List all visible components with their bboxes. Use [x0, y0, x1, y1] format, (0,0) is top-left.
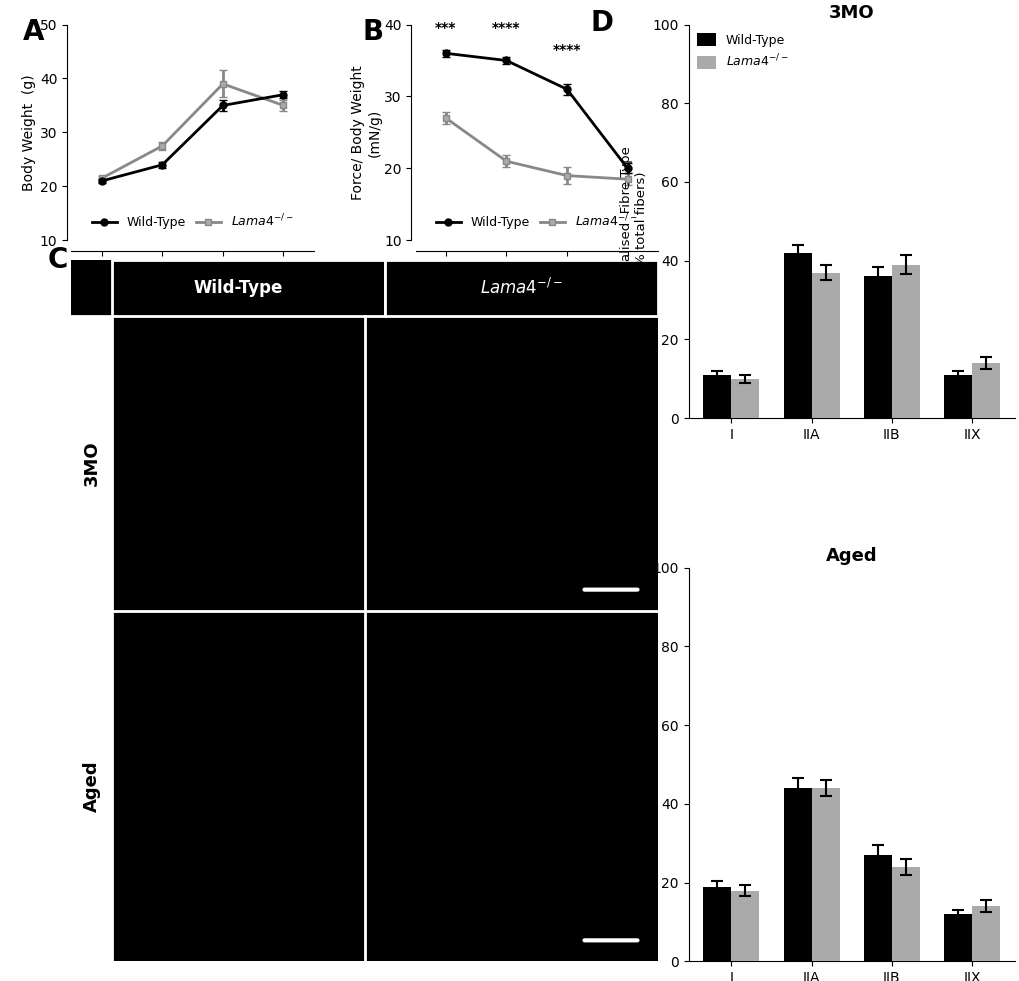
Y-axis label: Normalised  Fibre Type
(% total fibers): Normalised Fibre Type (% total fibers)	[620, 689, 648, 840]
Bar	[891, 867, 919, 961]
Text: Wild-Type: Wild-Type	[194, 279, 283, 297]
Text: 3MO: 3MO	[83, 440, 101, 487]
Bar	[783, 788, 811, 961]
Bar	[811, 788, 839, 961]
Bar	[971, 363, 999, 418]
Bar	[703, 887, 731, 961]
Text: ****: ****	[492, 22, 520, 35]
Bar	[703, 375, 731, 418]
Text: D: D	[590, 9, 613, 36]
Text: Aged: Aged	[83, 760, 101, 812]
Bar	[971, 906, 999, 961]
Bar	[943, 914, 971, 961]
Legend: Wild-Type, $\it{Lama4}^{-/-}$: Wild-Type, $\it{Lama4}^{-/-}$	[694, 30, 791, 73]
FancyBboxPatch shape	[112, 260, 385, 316]
Bar	[863, 277, 891, 418]
Legend: Wild-Type, $\it{Lama4}^{-/-}$: Wild-Type, $\it{Lama4}^{-/-}$	[430, 208, 642, 234]
Text: A: A	[22, 18, 45, 46]
Text: ****: ****	[552, 43, 581, 57]
Y-axis label: Body Weight  (g): Body Weight (g)	[21, 75, 36, 190]
Text: ***: ***	[435, 22, 457, 35]
Y-axis label: Force/ Body Weight
(mN/g): Force/ Body Weight (mN/g)	[351, 65, 381, 200]
Text: E: E	[590, 552, 609, 580]
Bar	[783, 253, 811, 418]
Y-axis label: Normalised  Fibre Type
(% total fibers): Normalised Fibre Type (% total fibers)	[620, 146, 648, 297]
FancyBboxPatch shape	[385, 260, 657, 316]
Text: C: C	[48, 246, 68, 274]
Bar	[863, 855, 891, 961]
Text: B: B	[362, 18, 383, 46]
Bar	[731, 379, 759, 418]
FancyBboxPatch shape	[71, 610, 112, 961]
Title: 3MO: 3MO	[828, 4, 873, 22]
Legend: Wild-Type, $\it{Lama4}^{-/-}$: Wild-Type, $\it{Lama4}^{-/-}$	[87, 208, 299, 234]
Bar	[943, 375, 971, 418]
Bar	[731, 891, 759, 961]
FancyBboxPatch shape	[71, 316, 112, 610]
Title: Aged: Aged	[825, 546, 876, 565]
Bar	[891, 265, 919, 418]
Bar	[811, 273, 839, 418]
Text: $\it{Lama4}^{-/-}$: $\it{Lama4}^{-/-}$	[480, 278, 562, 298]
